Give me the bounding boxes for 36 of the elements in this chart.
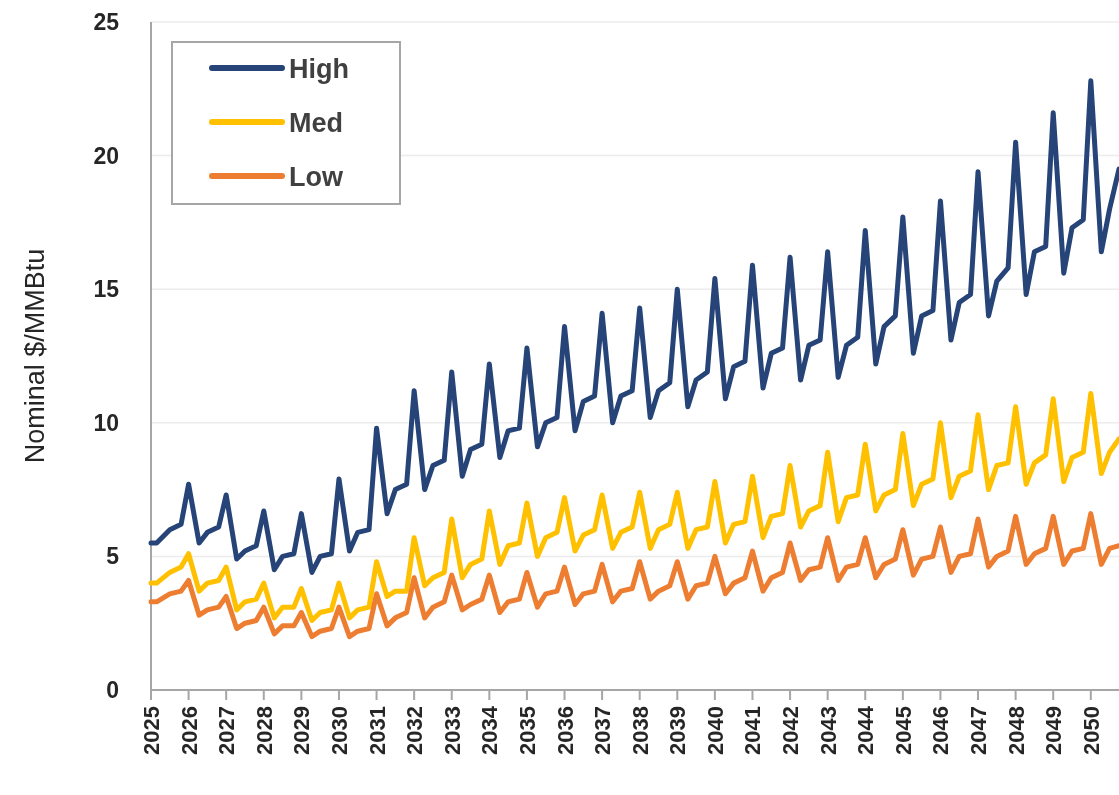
x-tick-label: 2049 [1041, 706, 1067, 755]
x-tick-label: 2030 [326, 706, 352, 755]
x-tick-label: 2034 [477, 705, 503, 755]
x-tick-label: 2033 [439, 706, 465, 755]
legend-label: High [289, 54, 349, 84]
y-tick-label: 0 [106, 677, 119, 703]
x-tick-label: 2036 [552, 706, 578, 755]
x-tick-label: 2038 [627, 706, 653, 755]
x-tick-label: 2027 [214, 706, 240, 755]
x-tick-label: 2044 [853, 705, 879, 755]
x-tick-label: 2045 [890, 706, 916, 755]
x-tick-label: 2041 [740, 706, 766, 755]
y-axis-title: Nominal $/MMBtu [20, 248, 50, 464]
y-tick-label: 20 [93, 142, 119, 169]
x-tick-label: 2040 [702, 706, 728, 755]
x-tick-label: 2048 [1003, 706, 1029, 755]
legend-label: Low [289, 162, 344, 192]
y-tick-label: 25 [93, 9, 120, 35]
x-tick-label: 2043 [815, 706, 841, 755]
x-tick-label: 2031 [364, 706, 390, 755]
x-tick-label: 2037 [590, 706, 616, 755]
y-tick-label: 10 [93, 409, 119, 436]
x-tick-label: 2026 [176, 706, 202, 755]
y-tick-label: 15 [93, 276, 120, 303]
x-tick-label: 2042 [778, 706, 804, 755]
x-tick-label: 2028 [251, 706, 277, 755]
x-tick-label: 2047 [966, 706, 992, 755]
x-tick-label: 2050 [1078, 706, 1104, 755]
x-tick-label: 2035 [514, 706, 540, 755]
x-tick-label: 2025 [139, 706, 164, 755]
y-tick-label: 5 [106, 543, 120, 570]
legend-label: Med [289, 108, 343, 138]
x-tick-label: 2039 [665, 706, 691, 755]
x-tick-label: 2046 [928, 706, 954, 755]
x-tick-label: 2029 [289, 706, 315, 755]
x-tick-label: 2032 [402, 706, 428, 755]
